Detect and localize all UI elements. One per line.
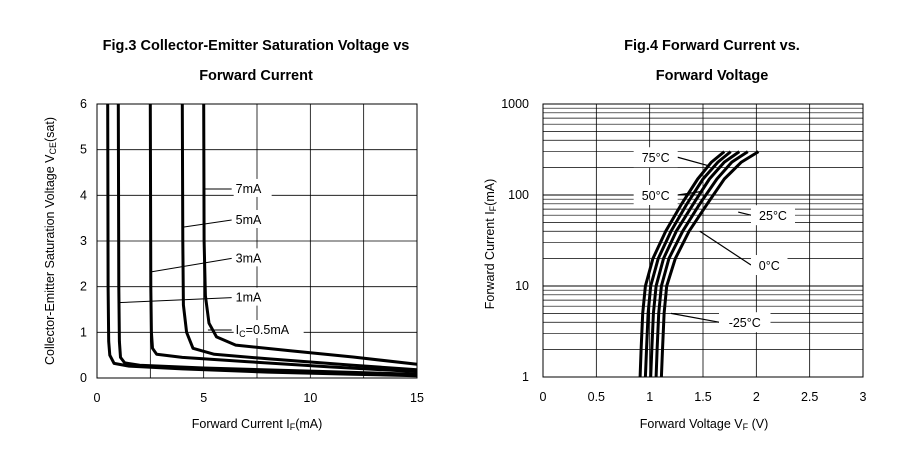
- fig3-annotation-bg: [233, 248, 272, 267]
- fig4-series-line: [638, 150, 726, 378]
- fig4-y-axis-label: Forward Current IF(mA): [483, 179, 498, 310]
- fig4-annotation-bg: [633, 185, 678, 205]
- fig3-x-tick-labels: 0 5 10 15: [94, 391, 424, 405]
- fig4-y-tick: 10: [515, 279, 529, 293]
- fig3-y-tick: 1: [80, 325, 87, 339]
- fig3-title-line2: Forward Current: [199, 68, 313, 84]
- fig3-ylabel-unit: (sat): [43, 117, 57, 142]
- fig3-y-tick: 3: [80, 234, 87, 248]
- fig3-series-line: [116, 103, 418, 376]
- fig4-ylabel-unit: (mA): [483, 179, 497, 206]
- fig4-series-label: -25°C: [729, 316, 761, 330]
- fig3-series-label: 3mA: [236, 251, 262, 265]
- fig3-y-tick: 6: [80, 97, 87, 111]
- fig3-x-tick: 0: [94, 391, 101, 405]
- fig3-title-line1: Fig.3 Collector-Emitter Saturation Volta…: [103, 38, 410, 54]
- fig4-xlabel-sub: F: [743, 422, 749, 432]
- fig4-grid: [543, 104, 863, 377]
- fig4-chart: Fig.4 Forward Current vs. Forward Voltag…: [483, 38, 867, 432]
- fig4-series-label: 25°C: [759, 209, 787, 223]
- fig4-x-tick: 0.5: [588, 390, 605, 404]
- fig4-annotation-leader: [677, 190, 704, 196]
- fig4-x-axis-label: Forward Voltage VF (V): [640, 417, 768, 432]
- fig4-annotation-leader: [670, 312, 720, 323]
- fig4-plot-frame: [542, 103, 864, 378]
- fig4-series-label: 0°C: [759, 259, 780, 273]
- fig4-ylabel-sub: F: [488, 205, 498, 211]
- fig3-x-tick: 5: [200, 391, 207, 405]
- fig3-annotation-bg: [233, 320, 304, 339]
- fig4-y-tick: 100: [508, 188, 529, 202]
- fig4-y-tick: 1000: [501, 97, 529, 111]
- fig3-xlabel-unit: (mA): [295, 417, 322, 431]
- fig3-series-label: IC=0.5mA: [236, 323, 290, 339]
- fig4-annotation-leader: [677, 156, 709, 167]
- fig3-annotation-bg: [233, 209, 272, 228]
- fig4-title-line1: Fig.4 Forward Current vs.: [624, 38, 800, 54]
- fig4-title-line2: Forward Voltage: [656, 68, 769, 84]
- fig4-y-tick-labels: 1 10 100 1000: [501, 97, 529, 384]
- fig4-x-tick: 1: [646, 390, 653, 404]
- fig4-annotation-bg: [633, 147, 678, 168]
- fig3-annotation-leader: [182, 219, 232, 228]
- fig4-annotation-bg: [751, 205, 795, 226]
- fig3-y-tick: 4: [80, 188, 87, 202]
- fig3-series-line: [202, 103, 418, 366]
- fig4-xlabel-unit: (V): [748, 417, 768, 431]
- fig4-x-tick-labels: 0 0.5 1 1.5 2 2.5 3: [540, 390, 867, 404]
- fig4-annotation-bg: [719, 312, 771, 333]
- fig3-curves: [106, 103, 418, 378]
- fig3-y-tick: 5: [80, 143, 87, 157]
- fig4-x-tick: 0: [540, 390, 547, 404]
- fig4-xlabel-main: Forward Voltage V: [640, 417, 743, 431]
- fig3-ylabel-main: Collector-Emitter Saturation Voltage V: [43, 154, 57, 365]
- fig4-annotation-bg: [751, 255, 788, 276]
- fig4-annotations: 75°C 50°C 25°C 0°C -25°C: [633, 147, 795, 333]
- fig4-x-tick: 3: [860, 390, 867, 404]
- fig3-y-axis-label: Collector-Emitter Saturation Voltage VCE…: [43, 117, 58, 365]
- fig3-chart: Fig.3 Collector-Emitter Saturation Volta…: [43, 38, 424, 432]
- fig4-annotation-leader: [699, 230, 752, 266]
- fig3-y-tick-labels: 0 1 2 3 4 5 6: [80, 97, 87, 385]
- fig3-x-tick: 10: [303, 391, 317, 405]
- fig3-y-tick: 2: [80, 280, 87, 294]
- fig4-series-label: 50°C: [642, 189, 670, 203]
- fig3-x-axis-label: Forward Current IF(mA): [192, 417, 323, 432]
- fig3-plot-frame: [96, 103, 418, 379]
- fig4-x-tick: 1.5: [694, 390, 711, 404]
- fig3-ylabel-sub: CE: [48, 142, 58, 155]
- fig3-series-label: 7mA: [236, 182, 262, 196]
- fig4-ylabel-main: Forward Current I: [483, 211, 497, 309]
- fig3-annotations: IC=0.5mA 1mA 3mA 5mA 7mA: [118, 178, 304, 339]
- fig3-annotation-leader: [150, 257, 232, 273]
- fig3-annotation-bg: [233, 178, 272, 197]
- fig3-series-label: 5mA: [236, 213, 262, 227]
- fig3-xlabel-sub: F: [290, 422, 296, 432]
- fig4-annotation-leader: [738, 211, 752, 216]
- fig4-series-label: 75°C: [642, 151, 670, 165]
- fig3-y-tick: 0: [80, 371, 87, 385]
- fig3-series-line: [106, 103, 418, 378]
- fig4-series-line: [643, 150, 732, 378]
- fig3-series-line: [180, 103, 418, 372]
- fig3-annotation-leader: [118, 297, 232, 304]
- fig3-x-tick: 15: [410, 391, 424, 405]
- fig4-curves: [638, 150, 760, 378]
- fig4-series-line: [654, 150, 749, 378]
- fig4-y-tick: 1: [522, 370, 529, 384]
- fig3-series-label: 1mA: [236, 291, 262, 305]
- fig3-series-line: [148, 103, 418, 374]
- fig3-annotation-bg: [233, 287, 272, 306]
- fig3-xlabel-main: Forward Current I: [192, 417, 290, 431]
- fig4-series-line: [649, 150, 741, 378]
- fig4-x-tick: 2.5: [801, 390, 818, 404]
- fig4-x-tick: 2: [753, 390, 760, 404]
- fig4-series-line: [659, 150, 760, 378]
